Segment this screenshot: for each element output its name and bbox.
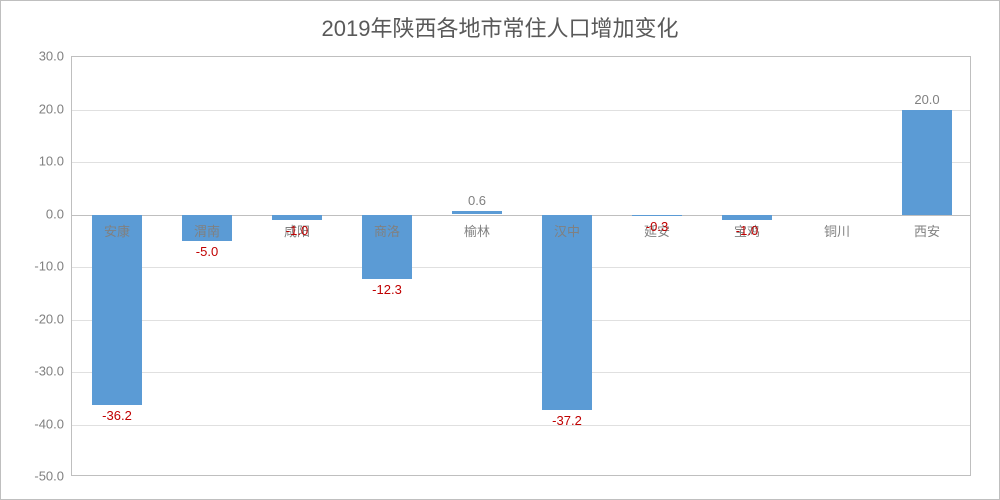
data-label: -0.3 [646, 219, 668, 234]
y-tick-label: 30.0 [9, 49, 64, 64]
data-label: 0.6 [468, 193, 486, 208]
chart-container: 2019年陕西各地市常住人口增加变化 安康-36.2渭南-5.0咸阳-1.0商洛… [0, 0, 1000, 500]
category-label: 安康 [104, 221, 130, 240]
plot-area: 安康-36.2渭南-5.0咸阳-1.0商洛-12.3榆林0.6汉中-37.2延安… [71, 56, 971, 476]
category-label: 西安 [914, 221, 940, 240]
gridline [72, 110, 970, 111]
data-label: -12.3 [372, 282, 402, 297]
category-label: 渭南 [194, 221, 220, 240]
gridline [72, 162, 970, 163]
data-label: -36.2 [102, 408, 132, 423]
chart-title: 2019年陕西各地市常住人口增加变化 [1, 11, 999, 43]
gridline [72, 372, 970, 373]
gridline [72, 267, 970, 268]
category-label: 榆林 [464, 221, 490, 240]
y-tick-label: 10.0 [9, 154, 64, 169]
bar [542, 215, 592, 410]
y-tick-label: -20.0 [9, 311, 64, 326]
data-label: -1.0 [736, 223, 758, 238]
bar [272, 215, 322, 220]
y-tick-label: -30.0 [9, 364, 64, 379]
data-label: -5.0 [196, 244, 218, 259]
bar [902, 110, 952, 215]
y-tick-label: 0.0 [9, 206, 64, 221]
gridline [72, 425, 970, 426]
data-label: -1.0 [286, 223, 308, 238]
category-label: 汉中 [554, 221, 580, 240]
y-tick-label: 20.0 [9, 101, 64, 116]
bar [632, 215, 682, 217]
gridline [72, 320, 970, 321]
data-label: 20.0 [914, 92, 939, 107]
data-label: -37.2 [552, 413, 582, 428]
y-tick-label: -40.0 [9, 416, 64, 431]
category-label: 商洛 [374, 221, 400, 240]
category-label: 铜川 [824, 221, 850, 240]
bar [722, 215, 772, 220]
y-tick-label: -10.0 [9, 259, 64, 274]
bar [452, 211, 502, 214]
bar [92, 215, 142, 405]
y-tick-label: -50.0 [9, 469, 64, 484]
